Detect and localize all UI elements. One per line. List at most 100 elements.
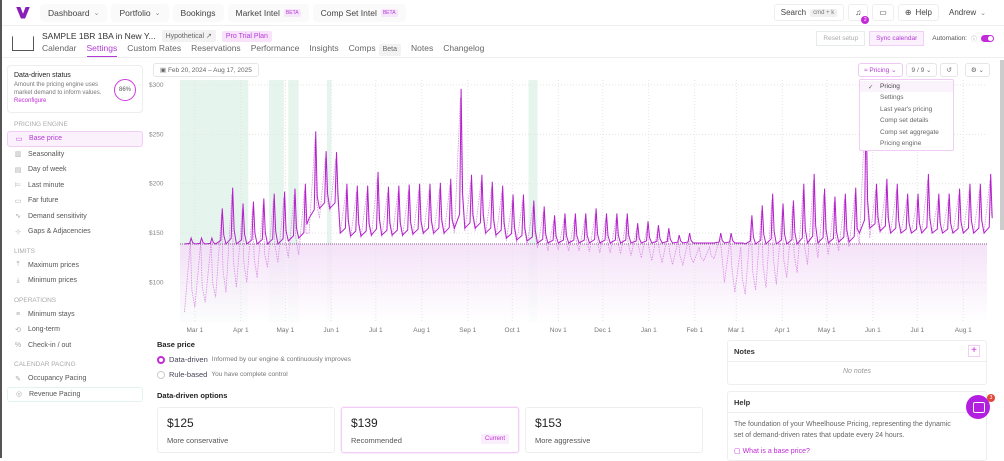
radio-data-driven[interactable]: Data-driven Informed by our engine & cont… — [157, 355, 351, 364]
sliders-icon: ≈ — [864, 67, 870, 74]
notifications-button[interactable]: ♫ 2 — [848, 4, 870, 24]
chart-settings-button[interactable]: ⚙ ⌄ — [964, 63, 990, 77]
sidebar-item-label: Seasonality — [28, 150, 65, 158]
menu-item-last-year-s-pricing[interactable]: Last year's pricing — [880, 105, 933, 113]
menu-item-pricing[interactable]: Pricing — [860, 81, 953, 93]
x-tick-label: May 1 — [818, 327, 836, 334]
sidebar-item-day-of-week[interactable]: ▤ Day of week — [7, 162, 143, 178]
help-link[interactable]: ▢ What is a base price? — [728, 441, 986, 461]
add-note-button[interactable]: + — [968, 345, 980, 357]
hypothetical-tag[interactable]: Hypothetical ↗ — [161, 30, 216, 42]
status-text: Amount the pricing engine uses market de… — [14, 82, 102, 96]
tab-label: Custom Rates — [127, 43, 182, 53]
tab-performance[interactable]: Performance — [251, 43, 300, 57]
help-button[interactable]: ⊕ Help — [897, 4, 939, 21]
option-card-conservative[interactable]: $125 More conservative — [157, 407, 335, 453]
shortcut-hint: cmd + k — [810, 8, 838, 17]
undo-icon: ↺ — [946, 67, 952, 74]
menu-item-comp-set-aggregate[interactable]: Comp set aggregate — [880, 128, 939, 136]
nav-bookings[interactable]: Bookings — [172, 3, 224, 22]
sidebar-item-minimum-prices[interactable]: ⤓ Minimum prices — [7, 273, 143, 289]
help-icon: ⊕ — [904, 8, 912, 17]
x-tick-label: Aug 1 — [955, 327, 972, 334]
tab-label: Calendar — [42, 43, 77, 53]
radio-unselected[interactable] — [157, 370, 165, 379]
sidebar-item-check-in-out[interactable]: % Check-in / out — [7, 338, 143, 354]
nav-comp-set-intel[interactable]: Comp Set Intel BETA — [312, 3, 406, 22]
messages-button[interactable]: ▭ — [872, 4, 894, 21]
tab-reservations[interactable]: Reservations — [191, 43, 241, 57]
logo[interactable] — [16, 6, 30, 19]
x-tick-label: Jul 1 — [369, 327, 383, 334]
tab-label: Notes — [411, 43, 434, 53]
chevron-down-icon: ⌄ — [154, 9, 161, 17]
nav-label: Market Intel — [235, 7, 280, 18]
menu-item-pricing-engine[interactable]: Pricing engine — [880, 139, 922, 147]
tab-comps[interactable]: Comps Beta — [349, 43, 401, 57]
sidebar-item-revenue-pacing[interactable]: ◎ Revenue Pacing — [7, 386, 143, 402]
option-card-recommended[interactable]: $139 Recommended Current — [341, 407, 519, 453]
sidebar-item-label: Long-term — [28, 326, 60, 334]
tab-changelog[interactable]: Changelog — [443, 43, 484, 57]
sidebar-item-base-price[interactable]: ▭ Base price — [7, 131, 143, 147]
section-title: Base price — [157, 340, 195, 349]
sidebar-item-occupancy-pacing[interactable]: ✎ Occupancy Pacing — [7, 371, 143, 387]
sidebar-section-title: OPERATIONS — [14, 296, 57, 304]
sidebar-item-demand-sensitivity[interactable]: ∿ Demand sensitivity — [7, 209, 143, 225]
sidebar-item-long-term[interactable]: ⟲ Long-term — [7, 322, 143, 338]
automation-toggle[interactable] — [981, 35, 994, 42]
nav-label: Portfolio — [119, 7, 151, 18]
tab-insights[interactable]: Insights — [309, 43, 338, 57]
x-tick-label: Feb 1 — [686, 327, 703, 334]
sidebar-item-label: Far future — [28, 197, 59, 205]
scrollbar[interactable] — [1000, 60, 1004, 230]
x-tick-label: Jun 1 — [323, 327, 339, 334]
help-link-label: What is a base price? — [742, 448, 810, 455]
reset-zoom-button[interactable]: ↺ — [940, 63, 958, 77]
tab-calendar[interactable]: Calendar — [42, 43, 77, 57]
search-label: Search — [780, 8, 807, 17]
arrow-up-icon: ⤒ — [16, 261, 20, 269]
x-tick-label: Apr 1 — [233, 327, 249, 334]
reconfigure-link[interactable]: Reconfigure — [14, 98, 47, 104]
nav-portfolio[interactable]: Portfolio ⌄ — [111, 3, 169, 22]
y-tick-label: $150 — [149, 230, 164, 237]
tab-custom-rates[interactable]: Custom Rates — [127, 43, 181, 57]
sidebar-item-label: Minimum stays — [28, 310, 75, 318]
sidebar-item-seasonality[interactable]: ▥ Seasonality — [7, 147, 143, 163]
sync-calendar-button[interactable]: Sync calendar — [869, 31, 925, 46]
price-line — [184, 88, 993, 246]
property-title: SAMPLE 1BR 1BA in New Y... — [42, 31, 156, 41]
series-count-select[interactable]: 9 / 9 ⌄ — [905, 63, 938, 77]
x-tick-label: Oct 1 — [505, 327, 521, 334]
view-select[interactable]: ≈ Pricing ⌄ — [858, 63, 903, 77]
sidebar-item-maximum-prices[interactable]: ⤒ Maximum prices — [7, 258, 143, 274]
radio-selected[interactable] — [157, 355, 165, 364]
nav-market-intel[interactable]: Market Intel BETA — [227, 3, 309, 22]
tab-settings[interactable]: Settings — [86, 43, 118, 57]
sidebar-item-minimum-stays[interactable]: ≡ Minimum stays — [7, 307, 143, 323]
info-icon[interactable]: ⓘ — [970, 37, 977, 43]
chevron-down-icon[interactable]: ⌄ — [93, 9, 100, 17]
date-range-picker[interactable]: ▣ Feb 20, 2024 – Aug 17, 2025 — [153, 63, 259, 77]
menu-item-settings[interactable]: Settings — [880, 94, 904, 102]
sidebar-item-gaps-adjacencies[interactable]: ⊹ Gaps & Adjacencies — [7, 224, 143, 240]
reset-setup-button[interactable]: Reset setup — [816, 31, 866, 46]
top-nav: Dashboard ⌄ Portfolio ⌄ Bookings Market In… — [2, 0, 1004, 26]
option-desc: You have complete control — [211, 371, 288, 378]
tab-notes[interactable]: Notes — [411, 43, 433, 57]
radio-rule-based[interactable]: Rule-based You have complete control — [157, 370, 351, 379]
sidebar-item-last-minute[interactable]: ⊨ Last minute — [7, 178, 143, 194]
nav-dashboard[interactable]: Dashboard ⌄ — [40, 3, 108, 22]
chat-launcher-button[interactable] — [966, 395, 990, 419]
chat-badge: 3 — [987, 394, 995, 402]
sidebar-item-label: Occupancy Pacing — [28, 375, 87, 383]
sidebar-item-far-future[interactable]: ▭ Far future — [7, 193, 143, 209]
search-button[interactable]: Search cmd + k — [773, 4, 845, 21]
option-card-aggressive[interactable]: $153 More aggressive — [525, 407, 703, 453]
menu-item-comp-set-details[interactable]: Comp set details — [880, 117, 929, 125]
user-name: Andrew — [949, 8, 977, 17]
option-label: More aggressive — [535, 436, 591, 445]
user-menu[interactable]: Andrew ⌄ — [943, 5, 992, 20]
sidebar-item-label: Base price — [29, 135, 63, 143]
